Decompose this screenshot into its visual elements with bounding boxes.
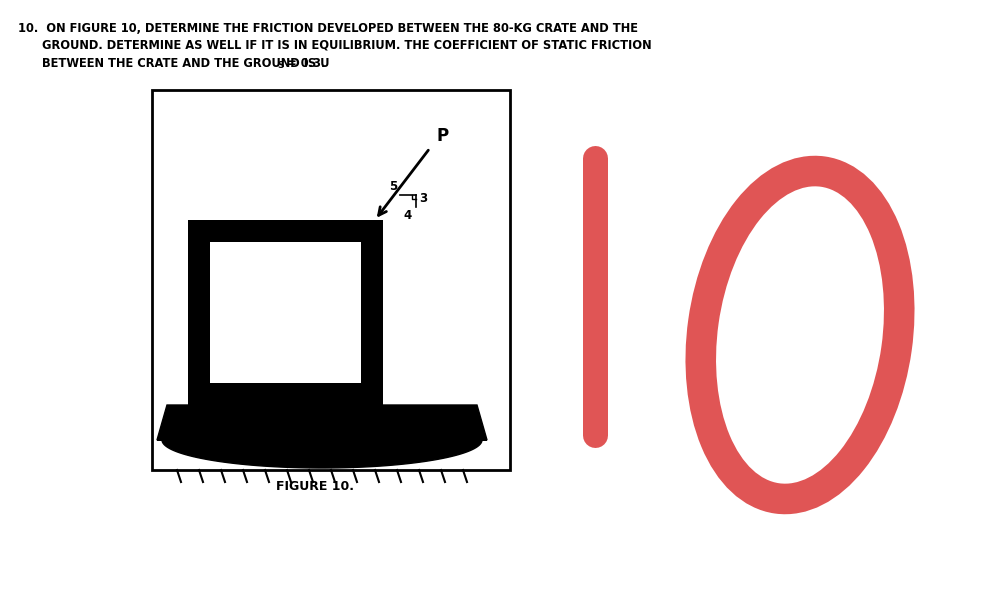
Polygon shape (157, 405, 487, 440)
Text: GROUND. DETERMINE AS WELL IF IT IS IN EQUILIBRIUM. THE COEFFICIENT OF STATIC FRI: GROUND. DETERMINE AS WELL IF IT IS IN EQ… (18, 39, 651, 52)
Bar (188, 220, 383, 405)
Bar (210, 242, 361, 383)
Polygon shape (157, 440, 487, 468)
Text: FIGURE 10.: FIGURE 10. (276, 480, 354, 493)
Text: BETWEEN THE CRATE AND THE GROUND IS U: BETWEEN THE CRATE AND THE GROUND IS U (18, 57, 330, 70)
Text: = 0.3.: = 0.3. (283, 57, 326, 70)
Text: 10.  ON FIGURE 10, DETERMINE THE FRICTION DEVELOPED BETWEEN THE 80-KG CRATE AND : 10. ON FIGURE 10, DETERMINE THE FRICTION… (18, 22, 638, 35)
Text: P: P (437, 127, 449, 145)
Bar (152, 90, 510, 470)
Text: 5: 5 (389, 180, 397, 193)
Text: 4: 4 (404, 209, 412, 222)
Text: S: S (277, 61, 283, 70)
Text: 3: 3 (419, 191, 427, 204)
